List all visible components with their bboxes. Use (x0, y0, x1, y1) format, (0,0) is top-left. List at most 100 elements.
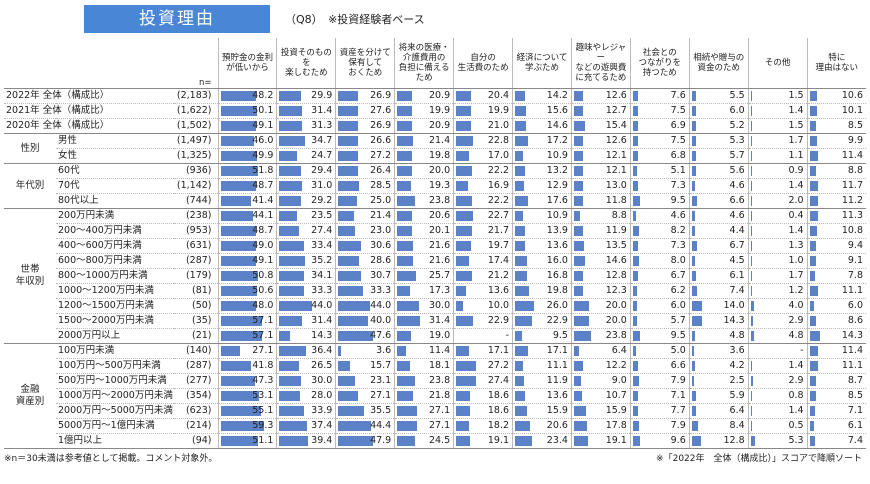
bar (397, 421, 417, 431)
cell: 26.4 (335, 163, 395, 179)
bar (632, 256, 639, 266)
bar (750, 376, 753, 386)
n: (2,183) (174, 88, 218, 104)
bar (809, 271, 816, 281)
cell: 12.9 (512, 178, 572, 194)
cell: 23.8 (394, 193, 454, 209)
cell: 8.0 (629, 253, 690, 269)
value: 47.3 (252, 375, 274, 386)
n: (936) (174, 163, 218, 179)
bar (515, 436, 533, 446)
value: 20.6 (546, 420, 568, 431)
bar (279, 91, 302, 101)
blank (56, 38, 174, 89)
value: 48.0 (252, 300, 274, 311)
bar (632, 121, 638, 131)
bar (632, 166, 637, 176)
bar (456, 301, 464, 311)
n: (1,502) (174, 118, 218, 134)
cell: 37.4 (276, 418, 336, 434)
value: 22.7 (487, 210, 510, 221)
bar (750, 106, 752, 116)
value: 14.2 (546, 90, 568, 101)
bar (220, 151, 257, 161)
cell: 0.4 (747, 208, 808, 224)
bar (220, 271, 258, 281)
value: 12.3 (605, 285, 627, 296)
row: 400～600万円未満 (631) 49.0 33.4 30.6 21.6 19.7 13.6… (4, 238, 866, 254)
bar (279, 196, 301, 206)
row: 性別 男性 (1,497) 46.0 34.7 26.6 21.4 22.8 17.2 12.6 7… (4, 133, 866, 164)
cell: 5.3 (747, 433, 808, 449)
cell: 25.7 (394, 268, 454, 284)
cell: 12.3 (570, 283, 631, 299)
cell: 1.4 (747, 223, 808, 239)
value: 24.5 (428, 435, 451, 446)
value: 8.4 (729, 420, 745, 431)
value: 20.0 (605, 300, 627, 311)
row-label: 100万円～500万円未満 (56, 358, 174, 374)
value: 13.6 (546, 240, 568, 251)
bar (338, 91, 358, 101)
value: 36.4 (311, 345, 333, 356)
cell: 17.4 (453, 253, 513, 269)
cell: 20.9 (394, 88, 454, 104)
row: 100万円～500万円未満 (287) 41.8 26.5 15.7 18.1 27.2 11… (4, 358, 866, 374)
value: 1.5 (788, 120, 804, 131)
cell: 21.7 (453, 223, 513, 239)
bar (809, 226, 818, 236)
value: 27.1 (370, 390, 392, 401)
value: 26.5 (311, 360, 333, 371)
value: 6.4 (611, 345, 627, 356)
value: 5.1 (670, 165, 686, 176)
bar (632, 136, 639, 146)
bar (515, 196, 528, 206)
bar (220, 331, 263, 341)
cell: 8.5 (806, 388, 866, 404)
row: 800～1000万円未満 (179) 50.8 34.1 30.7 25.7 21.2 16.… (4, 268, 866, 284)
cell: 10.7 (570, 388, 631, 404)
cell: 1.2 (747, 283, 808, 299)
value: 9.1 (847, 255, 863, 266)
bar (279, 121, 303, 131)
cell: 49.0 (217, 238, 277, 254)
value: 25.7 (428, 270, 451, 281)
cell: 5.9 (688, 388, 749, 404)
bar (220, 181, 257, 191)
bar (750, 256, 752, 266)
bar (750, 331, 755, 341)
bar (279, 151, 298, 161)
value: 6.0 (847, 300, 863, 311)
value: 20.6 (428, 210, 451, 221)
row-label: 2022年 全体（構成比） (4, 88, 174, 104)
cell: 19.1 (570, 433, 631, 449)
value: 39.4 (311, 435, 333, 446)
value: 49.1 (252, 120, 274, 131)
cell: 21.2 (453, 268, 513, 284)
bar (338, 301, 371, 311)
value: 20.0 (428, 165, 451, 176)
bar (338, 316, 368, 326)
value: 17.6 (546, 195, 568, 206)
bar (456, 286, 467, 296)
bar (397, 316, 421, 326)
row: 70代 (1,142) 48.7 31.0 28.5 19.3 16.9 12.9 13.0 7.… (4, 178, 866, 194)
bar (632, 406, 639, 416)
cell: 11.9 (570, 223, 631, 239)
bar (279, 406, 305, 416)
cell: 47.6 (335, 328, 395, 344)
value: 37.4 (311, 420, 333, 431)
value: 5.7 (670, 315, 686, 326)
bar (573, 91, 584, 101)
column-header: 趣味やレジャー などの遊興費 に充てるため (570, 38, 631, 89)
row-label: 5000万円～1億円未満 (56, 418, 174, 434)
value: 10.7 (605, 390, 627, 401)
bar (338, 151, 359, 161)
value: 11.4 (841, 345, 863, 356)
table: n= 預貯金の金利 が低いから 投資そのものを 楽しむため 資産を分けて 保有して … (4, 38, 866, 449)
cell: 1.5 (747, 88, 808, 104)
bar (632, 181, 639, 191)
value: 29.2 (311, 195, 333, 206)
cell: 1.4 (747, 358, 808, 374)
value: 17.4 (487, 255, 510, 266)
